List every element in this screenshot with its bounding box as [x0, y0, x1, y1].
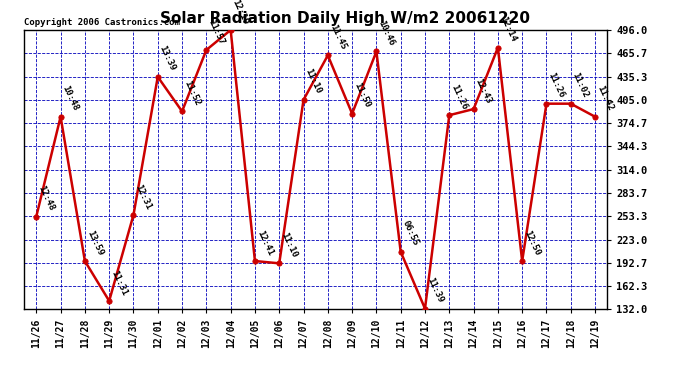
Text: 11:45: 11:45	[328, 23, 347, 51]
Point	[104, 298, 115, 304]
Text: 13:59: 13:59	[85, 229, 104, 257]
Point	[298, 97, 309, 103]
Point	[589, 114, 600, 120]
Point	[565, 100, 576, 106]
Point	[517, 258, 528, 264]
Point	[395, 249, 406, 255]
Text: 11:10: 11:10	[279, 231, 299, 259]
Point	[152, 74, 164, 80]
Text: 12:48: 12:48	[37, 184, 56, 212]
Point	[201, 47, 212, 53]
Text: 11:02: 11:02	[571, 71, 590, 99]
Text: 06:55: 06:55	[401, 219, 420, 248]
Text: 12:50: 12:50	[522, 229, 542, 257]
Point	[346, 111, 357, 117]
Text: 11:39: 11:39	[425, 276, 444, 304]
Point	[322, 53, 333, 58]
Text: Solar Radiation Daily High W/m2 20061220: Solar Radiation Daily High W/m2 20061220	[160, 11, 530, 26]
Point	[493, 45, 504, 51]
Point	[249, 258, 260, 264]
Text: 12:43: 12:43	[473, 77, 493, 105]
Point	[79, 258, 90, 264]
Point	[420, 306, 431, 312]
Text: 10:48: 10:48	[61, 84, 80, 112]
Text: 11:10: 11:10	[304, 68, 323, 96]
Text: 11:50: 11:50	[352, 81, 372, 110]
Point	[55, 114, 66, 120]
Text: 11:57: 11:57	[206, 18, 226, 46]
Point	[274, 260, 285, 266]
Point	[31, 213, 42, 219]
Point	[371, 48, 382, 54]
Text: 11:26: 11:26	[546, 71, 566, 99]
Text: Copyright 2006 Castronics.com: Copyright 2006 Castronics.com	[24, 18, 180, 27]
Point	[468, 106, 479, 112]
Text: 11:26: 11:26	[449, 83, 469, 111]
Point	[128, 212, 139, 218]
Point	[177, 108, 188, 114]
Point	[444, 112, 455, 118]
Text: 12:19: 12:19	[230, 0, 250, 26]
Text: 12:14: 12:14	[498, 15, 518, 44]
Text: 11:52: 11:52	[182, 79, 201, 107]
Text: 13:39: 13:39	[158, 45, 177, 73]
Text: 11:42: 11:42	[595, 84, 615, 112]
Text: 11:31: 11:31	[109, 268, 129, 297]
Text: 10:46: 10:46	[377, 19, 396, 47]
Point	[225, 27, 236, 33]
Text: 12:31: 12:31	[133, 183, 153, 211]
Text: 12:41: 12:41	[255, 229, 275, 257]
Point	[541, 100, 552, 106]
